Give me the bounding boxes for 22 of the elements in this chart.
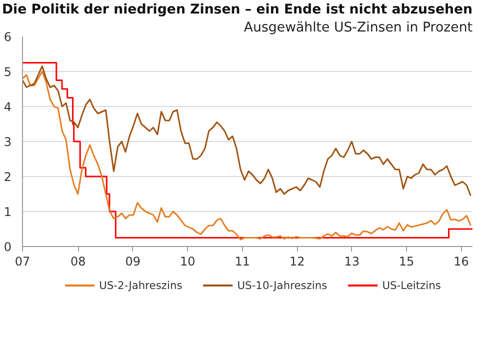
x-tick-label: 12 (289, 254, 305, 268)
x-tick-label: 16 (454, 254, 469, 268)
line-series (22, 66, 472, 196)
chart-title: Die Politik der niedrigen Zinsen – ein Ende ist nicht abzusehen (2, 2, 473, 18)
legend-label: US-Leitzins (382, 278, 441, 292)
legend-label: US-10-Jahreszins (237, 278, 328, 292)
y-tick-label: 6 (4, 30, 12, 44)
y-tick-label: 4 (4, 100, 12, 114)
x-tick-label: 11 (234, 254, 250, 268)
y-tick-label: 2 (4, 170, 12, 184)
x-tick-label: 08 (70, 254, 86, 268)
y-tick-label: 3 (4, 135, 12, 149)
x-tick-label: 15 (398, 254, 414, 268)
y-tick-label: 5 (4, 65, 12, 79)
chart-subtitle: Ausgewählte US-Zinsen in Prozent (244, 20, 473, 36)
x-tick-label: 09 (125, 254, 141, 268)
legend-label: US-2-Jahreszins (99, 278, 182, 292)
x-tick-label: 13 (344, 254, 360, 268)
x-tick-label: 07 (14, 254, 30, 268)
y-tick-label: 0 (4, 240, 12, 254)
y-tick-label: 1 (4, 205, 12, 219)
x-tick-label: 10 (180, 254, 196, 268)
